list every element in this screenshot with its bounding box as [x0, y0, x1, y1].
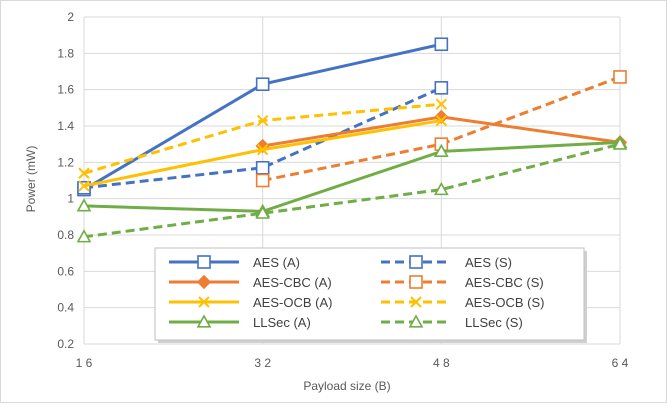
- y-tick-label: 1.8: [57, 46, 74, 60]
- legend-item: LLSec (A): [169, 314, 311, 330]
- y-tick-label: 1.4: [57, 119, 74, 133]
- data-point: [410, 296, 422, 308]
- data-point: [256, 143, 269, 156]
- y-tick-label: 0.2: [57, 337, 74, 351]
- data-point: [197, 255, 211, 269]
- y-tick-label: 0.6: [57, 264, 74, 278]
- series-line: [83, 142, 621, 239]
- data-point: [196, 314, 212, 328]
- y-tick-label: 1.6: [57, 83, 74, 97]
- series-layer: [76, 37, 628, 243]
- x-tick-label: 1 6: [76, 356, 93, 370]
- legend-label: AES-OCB (A): [253, 295, 332, 310]
- series-llsec-a: [76, 134, 628, 217]
- y-axis-title: Power (mW): [24, 146, 38, 213]
- legend-item: AES-OCB (S): [381, 295, 544, 310]
- data-point: [76, 198, 92, 212]
- legend-label: AES (A): [253, 255, 300, 270]
- legend-item: AES (A): [169, 255, 300, 270]
- legend-label: AES-OCB (S): [465, 295, 544, 310]
- series-line: [83, 140, 621, 213]
- legend: AES (A) AES (S) AES-CBC (A) AES-CBC (S) AES-…: [154, 247, 587, 343]
- legend-item: AES-OCB (A): [169, 295, 332, 310]
- data-point: [255, 77, 270, 92]
- data-point: [78, 180, 90, 192]
- legend-item: LLSec (S): [381, 314, 523, 330]
- y-tick-label: 1.2: [57, 155, 74, 169]
- data-point: [78, 167, 90, 179]
- data-point: [435, 98, 448, 110]
- data-point: [256, 114, 269, 127]
- data-point: [255, 160, 270, 175]
- data-point: [433, 181, 449, 196]
- legend-label: AES-CBC (S): [465, 275, 544, 290]
- legend-label: AES (S): [465, 255, 512, 270]
- y-tick-label: 0.8: [57, 228, 74, 242]
- x-tick-label: 3 2: [254, 356, 271, 370]
- x-axis-title: Payload size (B): [303, 379, 390, 393]
- data-point: [196, 274, 212, 290]
- y-tick-label: 0.4: [57, 301, 74, 315]
- data-point: [255, 173, 270, 188]
- data-point: [433, 143, 449, 158]
- series-llsec-s: [76, 136, 628, 243]
- legend-label: LLSec (A): [253, 315, 311, 330]
- x-tick-label: 4 8: [433, 356, 450, 370]
- axes: 0.2 0.4 0.6 0.8 1 1.2 1.4 1.6 1.8 2 1 6 3 2 4 8 6 4: [57, 10, 628, 370]
- legend-label: LLSec (S): [465, 315, 523, 330]
- y-tick-label: 1: [67, 192, 74, 206]
- legend-item: AES-CBC (S): [381, 275, 544, 290]
- data-point: [434, 37, 449, 52]
- legend-item: AES (S): [381, 255, 512, 270]
- legend-label: AES-CBC (A): [253, 275, 332, 290]
- data-point: [435, 114, 448, 127]
- series-aes-ocb-s: [78, 98, 448, 179]
- data-point: [612, 136, 628, 150]
- series-line: [83, 86, 442, 190]
- legend-item: AES-CBC (A): [169, 274, 332, 290]
- series-aes-ocb-a: [78, 114, 448, 192]
- data-point: [255, 205, 271, 219]
- data-point: [408, 314, 424, 328]
- data-point: [409, 275, 423, 289]
- data-point: [613, 70, 627, 84]
- x-tick-label: 6 4: [612, 356, 629, 370]
- y-tick-label: 2: [67, 10, 74, 24]
- data-point: [409, 255, 423, 269]
- data-point: [198, 296, 210, 308]
- series-aes-s: [77, 81, 449, 195]
- data-point: [76, 229, 92, 243]
- data-point: [434, 81, 449, 95]
